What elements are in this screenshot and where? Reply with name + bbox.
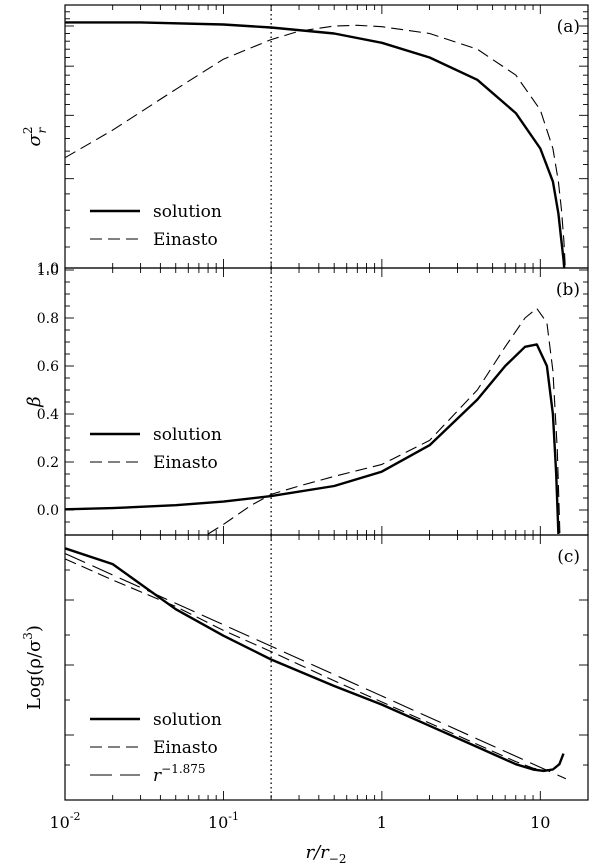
legend-label: Einasto <box>153 230 218 250</box>
panel-label: (b) <box>556 280 580 300</box>
series-group <box>65 307 561 535</box>
legend-label: solution <box>153 425 222 445</box>
y-label-tail: ) <box>24 625 45 632</box>
y-label-base: β <box>24 396 45 407</box>
legend-label: r−1.875 <box>153 762 206 786</box>
x-label-sub: −2 <box>329 852 347 865</box>
series-line-einasto <box>65 24 566 268</box>
series-line-solution <box>65 547 565 773</box>
panel-label: (a) <box>557 17 580 37</box>
y-tick-label: 0.8 <box>37 311 59 327</box>
legend-label-text: Einasto <box>153 453 218 473</box>
x-axis-label: r/r−2 <box>306 842 347 865</box>
x-tick-label-base: 10 <box>530 813 550 832</box>
legend-label-text: Einasto <box>153 738 218 758</box>
legend-label-text: solution <box>153 710 222 730</box>
x-tick-label-base: 1 <box>377 813 387 832</box>
x-tick-label-exponent: -1 <box>228 810 239 823</box>
y-axis-label: σ2r <box>21 127 49 147</box>
series-line-einasto <box>65 558 565 771</box>
legend-label-exponent: −1.875 <box>161 762 205 776</box>
series-group <box>65 547 567 780</box>
series-line-solution <box>65 21 566 268</box>
panel-frame <box>64 267 589 536</box>
legend-label-text: solution <box>153 202 222 222</box>
x-tick-label-exponent: -2 <box>70 810 81 823</box>
series-group <box>65 21 566 268</box>
x-tick-label: 1 <box>377 813 387 832</box>
legend-label-text: solution <box>153 425 222 445</box>
legend-label: solution <box>153 202 222 222</box>
panel-frame <box>64 4 589 269</box>
legend-label-text: Einasto <box>153 230 218 250</box>
x-tick-label-base: 10 <box>208 813 228 832</box>
y-axis-label: β <box>24 396 45 407</box>
x-tick-label: 10-2 <box>49 810 80 832</box>
y-axis-label: Log(ρ/σ3) <box>21 625 45 710</box>
panel-label: (c) <box>557 547 580 567</box>
legend-label: Einasto <box>153 738 218 758</box>
y-label-base: Log(ρ/σ <box>24 640 45 710</box>
y-label-base: σ <box>24 133 45 146</box>
panel-a: 1.0 solution Einasto (a) σ2r <box>21 4 589 277</box>
x-tick-label: 10-1 <box>208 810 239 832</box>
y-tick-label: 0.4 <box>37 407 59 423</box>
y-label-sup: 2 <box>21 127 35 135</box>
panel-b: 0.0 0.2 0.4 0.6 0.8 1.0 solution Einasto (b) β <box>24 263 589 536</box>
y-tick-label: 0.2 <box>37 455 59 471</box>
legend-label-base: r <box>153 766 162 786</box>
x-tick-label: 10 <box>530 813 550 832</box>
y-tick-label: 0.6 <box>37 359 59 375</box>
panel-frame <box>64 534 589 801</box>
legend-label: Einasto <box>153 453 218 473</box>
legend-label: solution <box>153 710 222 730</box>
series-line-einasto <box>207 307 561 535</box>
panel-c: solution Einasto r−1.875 (c) Log(ρ/σ3) <box>21 534 589 801</box>
series-line-solution <box>65 343 560 535</box>
y-tick-label: 0.0 <box>37 503 59 519</box>
x-label-base: r/r <box>306 842 331 863</box>
y-label-sub: r <box>35 127 49 134</box>
series-line-r <box>65 552 567 780</box>
y-label-sup: 3 <box>21 632 35 640</box>
y-tick-label: 1.0 <box>37 261 59 277</box>
x-tick-label-base: 10 <box>49 813 69 832</box>
y-tick-label: 1.0 <box>37 263 59 279</box>
